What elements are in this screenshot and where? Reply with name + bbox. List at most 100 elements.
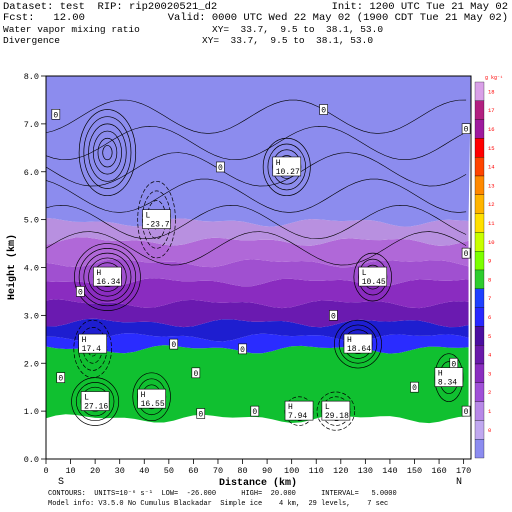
y-tick-label: 8.0 [24, 72, 39, 82]
x-tick-label: 40 [139, 466, 149, 476]
mixing-ratio-band [46, 299, 469, 328]
x-tick-label: 90 [262, 466, 272, 476]
colorbar-swatch [474, 307, 485, 327]
contour-line [316, 391, 356, 431]
contour-line [88, 257, 127, 297]
contour-line [334, 319, 382, 369]
svg-text:16.55: 16.55 [141, 400, 165, 409]
colorbar-label: 17 [488, 107, 495, 114]
zero-label: 0 [238, 343, 247, 355]
svg-text:0: 0 [58, 375, 63, 384]
colorbar-label: 6 [488, 314, 491, 321]
mixing-ratio-band [46, 333, 469, 354]
colorbar-label: 15 [488, 145, 495, 152]
contour-line [75, 382, 115, 422]
colorbar-swatch [474, 269, 485, 289]
x-tick-label: 50 [164, 466, 174, 476]
extremum-label: H16.34 [93, 266, 122, 287]
contour-line [97, 137, 118, 168]
colorbar-label: 8 [488, 276, 491, 283]
colorbar-swatch [474, 232, 485, 252]
extremum-label: L29.18 [321, 400, 351, 421]
zero-label: 0 [250, 405, 260, 417]
zero-label: 0 [56, 372, 66, 384]
svg-text:17.4: 17.4 [82, 345, 101, 354]
zero-label: 0 [410, 381, 419, 393]
model-info: Model info: V3.5.0 No Cumulus Blackadar … [48, 500, 389, 508]
colorbar-swatch [474, 420, 485, 440]
x-tick-label: 160 [431, 466, 446, 476]
init-label: Init: 1200 UTC Tue 21 May 02 [331, 1, 508, 13]
field1-xy: XY= 33.7, 9.5 to 38.1, 53.0 [212, 24, 384, 35]
zero-label: 0 [196, 408, 206, 420]
y-tick-label: 1.0 [24, 407, 39, 417]
colorbar-label: 5 [488, 333, 491, 340]
contour-line [46, 204, 467, 239]
colorbar-swatch [474, 382, 485, 402]
svg-text:0: 0 [331, 312, 336, 321]
field1-label: Water vapor mixing ratio [3, 24, 140, 35]
colorbar-swatch [474, 213, 485, 233]
zero-label: 0 [191, 367, 201, 379]
colorbar-label: 9 [488, 258, 491, 265]
x-tick-label: 150 [407, 466, 422, 476]
contour-line [78, 248, 137, 307]
svg-text:0: 0 [53, 111, 58, 120]
colorbar-swatch [474, 157, 485, 177]
extremum-label: L10.45 [358, 266, 388, 287]
contour-line [267, 143, 306, 191]
svg-text:0: 0 [218, 164, 223, 173]
colorbar-swatch [474, 119, 485, 139]
svg-text:H: H [276, 159, 281, 168]
colorbar-swatch [474, 175, 485, 195]
colorbar-label: 14 [488, 164, 495, 171]
colorbar-label: 13 [488, 182, 495, 189]
contour-line [46, 178, 467, 213]
x-tick-label: 110 [309, 466, 324, 476]
contour-line [102, 145, 113, 161]
colorbar-swatch [474, 81, 485, 101]
colorbar-label: 18 [488, 88, 495, 95]
y-tick-label: 0.0 [24, 455, 39, 465]
x-axis: 0 10 20 30 40 50 60 70 80 90 100 110 120 130 140 150 160… [43, 459, 471, 476]
mixing-ratio-band [46, 414, 471, 459]
colorbar-label: 7 [488, 295, 491, 302]
svg-text:16.34: 16.34 [96, 278, 120, 287]
zero-label: 0 [461, 405, 471, 417]
fcst-label: Fcst: 12.00 [3, 12, 85, 24]
zero-label: 0 [329, 310, 338, 321]
x-tick-label: 140 [382, 466, 397, 476]
zero-label: 0 [51, 109, 61, 120]
extremum-label: H8.34 [434, 367, 464, 388]
high-low-annotations: H10.27L-23.7H16.34L10.45H17.4H18.64H8.34… [78, 156, 464, 421]
svg-text:0: 0 [78, 288, 83, 297]
x-tick-label: 20 [90, 466, 100, 476]
contours-info: CONTOURS: UNITS=10⁻⁶ s⁻¹ LOW= -26.000 HI… [48, 490, 397, 498]
svg-text:27.16: 27.16 [84, 403, 108, 412]
svg-text:0: 0 [198, 411, 203, 420]
x-tick-label: 170 [456, 466, 471, 476]
colorbar-label: 0 [488, 427, 491, 434]
zero-label: 0 [76, 286, 85, 297]
y-tick-label: 7.0 [24, 120, 39, 130]
contour-line [262, 137, 311, 197]
x-tick-label: 100 [284, 466, 299, 476]
contour-line [83, 116, 132, 189]
extremum-label: H18.64 [343, 333, 373, 354]
colorbar-label: 12 [488, 201, 495, 208]
contour-line [74, 243, 141, 311]
svg-text:0: 0 [451, 360, 456, 369]
y-tick-label: 4.0 [24, 264, 39, 274]
colorbar-swatch [474, 138, 485, 158]
colorbar-swatch [474, 439, 485, 459]
contour-line [137, 180, 176, 259]
svg-text:L: L [146, 212, 151, 221]
x-tick-label: 70 [213, 466, 223, 476]
contour-line [88, 123, 127, 182]
colorbar-swatch [474, 288, 485, 308]
zero-label: 0 [461, 123, 471, 135]
x-tick-label: 0 [43, 466, 48, 476]
colorbar-label: 2 [488, 389, 491, 396]
x-tick-label: 130 [358, 466, 373, 476]
